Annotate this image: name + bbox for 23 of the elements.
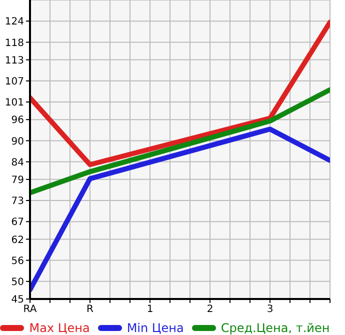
legend-label: Сред.Цена, т.йен: [220, 321, 330, 335]
y-tick-label: 62: [11, 234, 24, 246]
y-tick-label: 113: [4, 55, 24, 66]
y-tick-label: 73: [11, 196, 24, 208]
x-tick-label: 3: [266, 304, 274, 316]
y-tick-label: 124: [4, 16, 24, 28]
y-tick-label: 79: [11, 174, 24, 186]
y-tick-label: 84: [11, 157, 24, 168]
y-tick-label: 101: [4, 98, 24, 109]
x-tick-label: 1: [146, 304, 154, 316]
legend-label: Min Цена: [126, 321, 184, 335]
x-tick-label: RA: [23, 304, 37, 316]
x-tick-label: R: [86, 304, 94, 316]
y-tick-label: 118: [4, 38, 24, 49]
y-tick-label: 50: [11, 276, 24, 288]
y-tick-label: 67: [11, 217, 24, 228]
y-tick-label: 56: [11, 256, 24, 267]
x-tick-label: 2: [206, 304, 214, 316]
y-tick-label: 90: [11, 136, 24, 148]
y-tick-label: 45: [11, 294, 24, 306]
legend-label: Max Цена: [28, 321, 90, 335]
y-tick-label: 107: [4, 76, 24, 88]
y-tick-label: 96: [11, 115, 24, 126]
